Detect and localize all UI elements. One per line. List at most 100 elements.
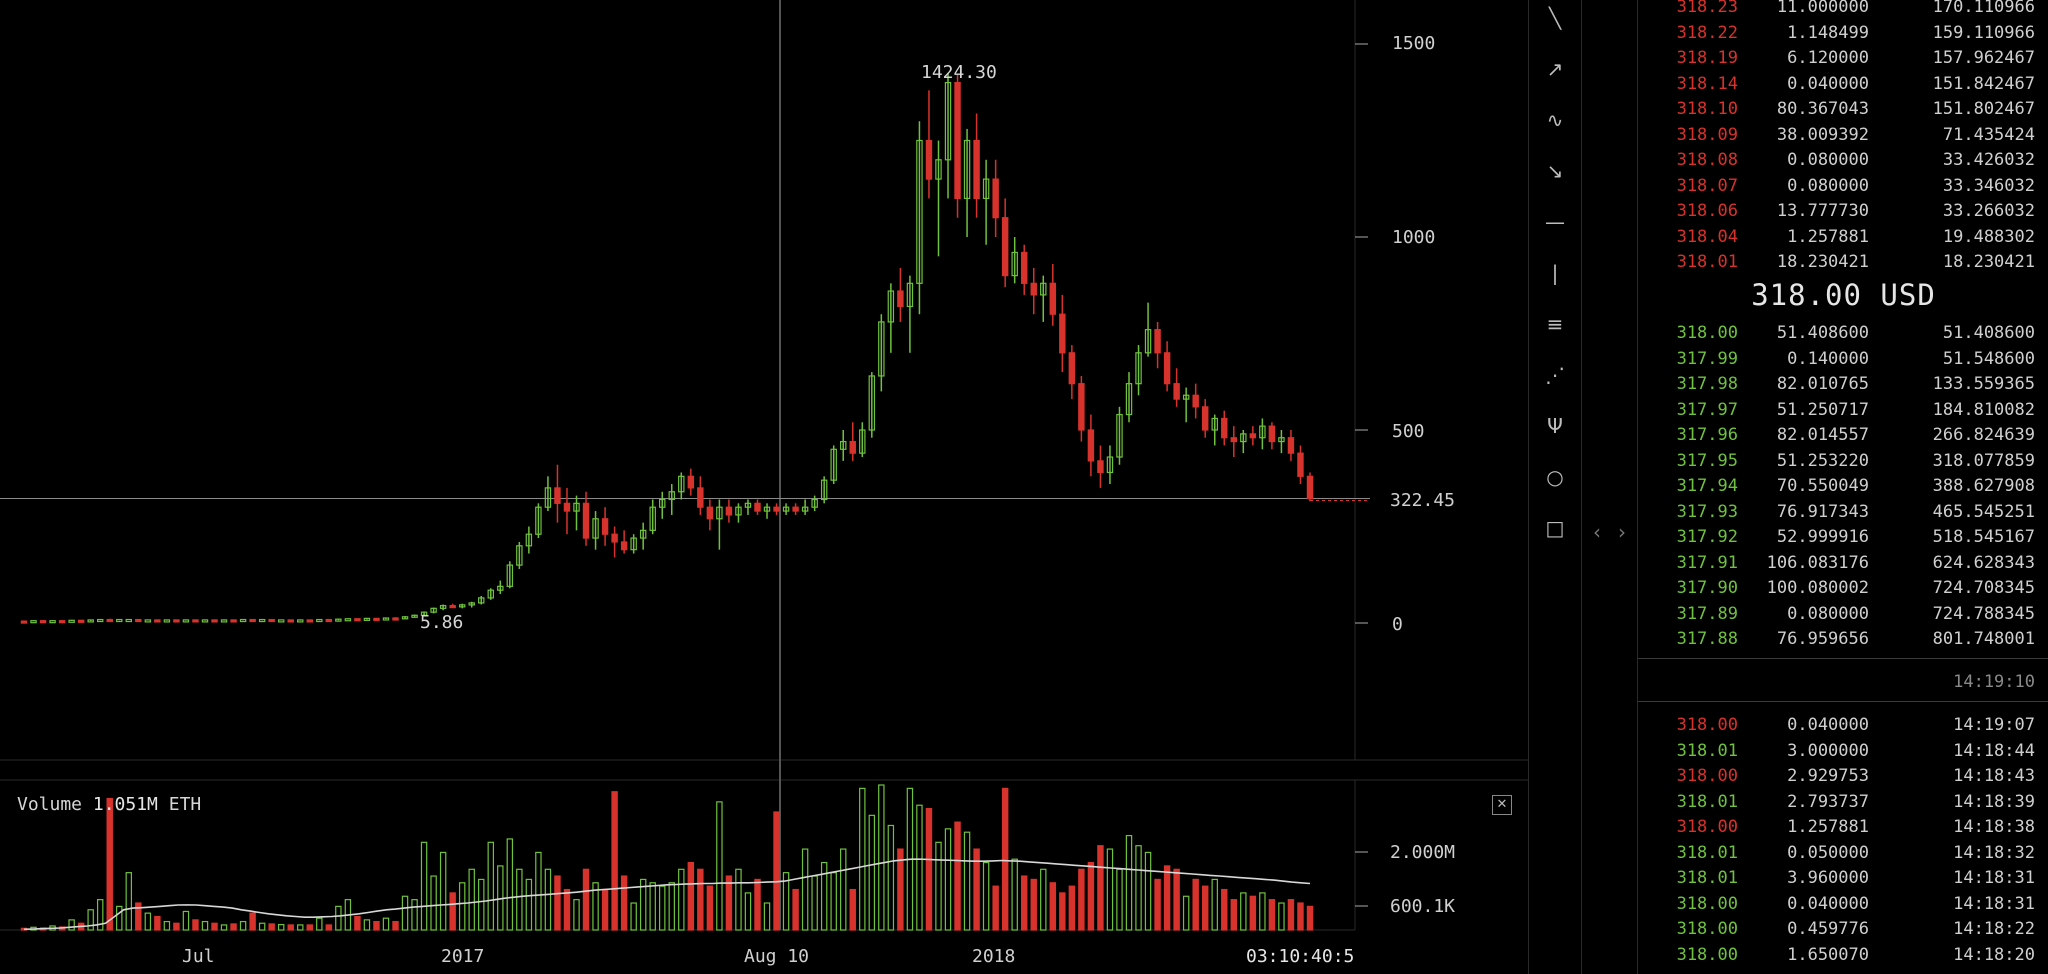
bid-row[interactable]: 317.95 51.253220 318.077859: [1638, 451, 2048, 476]
volume-bar: [925, 808, 933, 931]
candle-body: [116, 618, 123, 623]
vertical-line-tool-icon[interactable]: |: [1551, 261, 1559, 285]
total-cell: 318.077859: [1932, 450, 2035, 471]
circle-tool-icon[interactable]: ○: [1546, 465, 1564, 489]
time-cell: 14:18:38: [1953, 817, 2035, 837]
total-cell: 151.842467: [1932, 73, 2035, 94]
candle-body: [1030, 282, 1037, 296]
volume-bar: [458, 882, 466, 931]
brush-tool-icon[interactable]: ∿: [1546, 108, 1564, 132]
candlestick-chart[interactable]: [0, 0, 1528, 974]
ask-row[interactable]: 318.23 11.000000 170.110966: [1638, 0, 2048, 22]
amount-cell: 3.960000: [1787, 868, 1869, 888]
fan-tool-icon[interactable]: ⋰: [1545, 363, 1565, 387]
ask-row[interactable]: 318.08 0.080000 33.426032: [1638, 150, 2048, 175]
rectangle-tool-icon[interactable]: □: [1545, 516, 1565, 540]
ask-row[interactable]: 318.09 38.009392 71.435424: [1638, 125, 2048, 150]
parallel-channel-tool-icon[interactable]: ≡: [1546, 312, 1564, 336]
candle-body: [535, 506, 542, 535]
ask-row[interactable]: 318.14 0.040000 151.842467: [1638, 74, 2048, 99]
candle-body: [1240, 433, 1247, 443]
candle-body: [725, 506, 733, 516]
arrow-tool-icon[interactable]: ↘: [1546, 159, 1564, 183]
candle-body: [1287, 437, 1295, 454]
candle-body: [592, 518, 599, 539]
candle-body: [1192, 394, 1199, 408]
price-chart-panel[interactable]: 1500 1000 500 0 322.45 1424.30 5.86 Volu…: [0, 0, 1528, 974]
candle-body: [77, 619, 85, 623]
bid-row[interactable]: 317.93 76.917343 465.545251: [1638, 502, 2048, 527]
trade-row[interactable]: 318.01 0.050000 14:18:32: [1638, 843, 2048, 868]
bid-row[interactable]: 317.94 70.550049 388.627908: [1638, 476, 2048, 501]
candle-body: [354, 618, 361, 622]
bid-row[interactable]: 317.91 106.083176 624.628343: [1638, 553, 2048, 578]
bid-row[interactable]: 317.89 0.080000 724.788345: [1638, 604, 2048, 629]
close-icon: ✕: [1496, 797, 1508, 812]
price-cell: 318.00: [1676, 893, 1738, 914]
trade-row[interactable]: 318.00 0.040000 14:19:07: [1638, 715, 2048, 740]
high-price-label: 1424.30: [921, 62, 997, 83]
bid-row[interactable]: 317.98 82.010765 133.559365: [1638, 374, 2048, 399]
volume-bar: [573, 899, 580, 931]
collapse-right-icon[interactable]: ›: [1618, 520, 1626, 544]
close-volume-button[interactable]: ✕: [1492, 795, 1512, 815]
bid-row[interactable]: 318.00 51.408600 51.408600: [1638, 323, 2048, 348]
ask-row[interactable]: 318.04 1.257881 19.488302: [1638, 227, 2048, 252]
trade-row[interactable]: 318.00 2.929753 14:18:43: [1638, 766, 2048, 791]
total-cell: 518.545167: [1932, 527, 2035, 547]
trade-row[interactable]: 318.00 1.650070 14:18:20: [1638, 945, 2048, 970]
orderbook-timestamp: 14:19:10: [1953, 672, 2035, 692]
volume-bar: [630, 902, 637, 931]
bid-row[interactable]: 317.97 51.250717 184.810082: [1638, 400, 2048, 425]
trade-row[interactable]: 318.01 2.793737 14:18:39: [1638, 792, 2048, 817]
bid-row[interactable]: 317.90 100.080002 724.708345: [1638, 578, 2048, 603]
volume-bar: [954, 821, 961, 931]
bid-row[interactable]: 317.96 82.014557 266.824639: [1638, 425, 2048, 450]
pitchfork-tool-icon[interactable]: Ψ: [1547, 414, 1563, 438]
trade-row[interactable]: 318.00 1.257881 14:18:38: [1638, 817, 2048, 842]
trade-row[interactable]: 318.00 0.459776 14:18:22: [1638, 919, 2048, 944]
amount-cell: 2.793737: [1787, 791, 1869, 812]
panel-splitter[interactable]: ‹ ›: [1581, 0, 1638, 974]
ask-row[interactable]: 318.10 80.367043 151.802467: [1638, 99, 2048, 124]
volume-bar: [144, 912, 152, 931]
volume-bar: [1163, 865, 1171, 931]
price-cell: 317.99: [1676, 348, 1738, 369]
volume-title: Volume: [17, 794, 83, 815]
volume-bar: [1011, 858, 1018, 931]
bid-row[interactable]: 317.92 52.999916 518.545167: [1638, 527, 2048, 552]
bid-row[interactable]: 317.99 0.140000 51.548600: [1638, 349, 2048, 374]
candle-body: [1297, 452, 1304, 477]
bid-row[interactable]: 317.88 76.959656 801.748001: [1638, 629, 2048, 654]
candle-body: [573, 502, 580, 512]
volume-bar: [1306, 905, 1314, 931]
collapse-left-icon[interactable]: ‹: [1593, 520, 1601, 544]
ask-row[interactable]: 318.06 13.777730 33.266032: [1638, 201, 2048, 226]
ask-row[interactable]: 318.07 0.080000 33.346032: [1638, 176, 2048, 201]
trade-row[interactable]: 318.00 0.040000 14:18:31: [1638, 894, 2048, 919]
price-cell: 318.01: [1676, 868, 1738, 888]
trendline-tool-icon[interactable]: ╲: [1548, 6, 1562, 30]
ray-tool-icon[interactable]: ↗: [1546, 57, 1564, 81]
volume-bar: [1249, 895, 1257, 931]
amount-cell: 80.367043: [1776, 99, 1869, 119]
horizontal-line-tool-icon[interactable]: —: [1545, 210, 1565, 234]
volume-bar: [1278, 902, 1285, 931]
candle-body: [925, 139, 933, 180]
price-cell: 318.19: [1676, 48, 1738, 68]
orderbook-panel: 318.23 11.000000 170.110966 318.22 1.148499 1…: [1637, 0, 2048, 974]
ask-row[interactable]: 318.19 6.120000 157.962467: [1638, 48, 2048, 73]
amount-cell: 51.408600: [1776, 323, 1869, 343]
trade-row[interactable]: 318.01 3.960000 14:18:31: [1638, 868, 2048, 893]
volume-bar: [1154, 878, 1161, 931]
candle-body: [211, 619, 218, 623]
volume-bar: [478, 878, 485, 931]
trade-row[interactable]: 318.01 3.000000 14:18:44: [1638, 741, 2048, 766]
ask-row[interactable]: 318.22 1.148499 159.110966: [1638, 23, 2048, 48]
candle-body: [1068, 352, 1076, 385]
candle-body: [678, 475, 685, 493]
candle-body: [868, 375, 876, 431]
candle-body: [468, 602, 475, 606]
ask-row[interactable]: 318.01 18.230421 18.230421: [1638, 252, 2048, 277]
price-cell: 318.00: [1676, 715, 1738, 735]
